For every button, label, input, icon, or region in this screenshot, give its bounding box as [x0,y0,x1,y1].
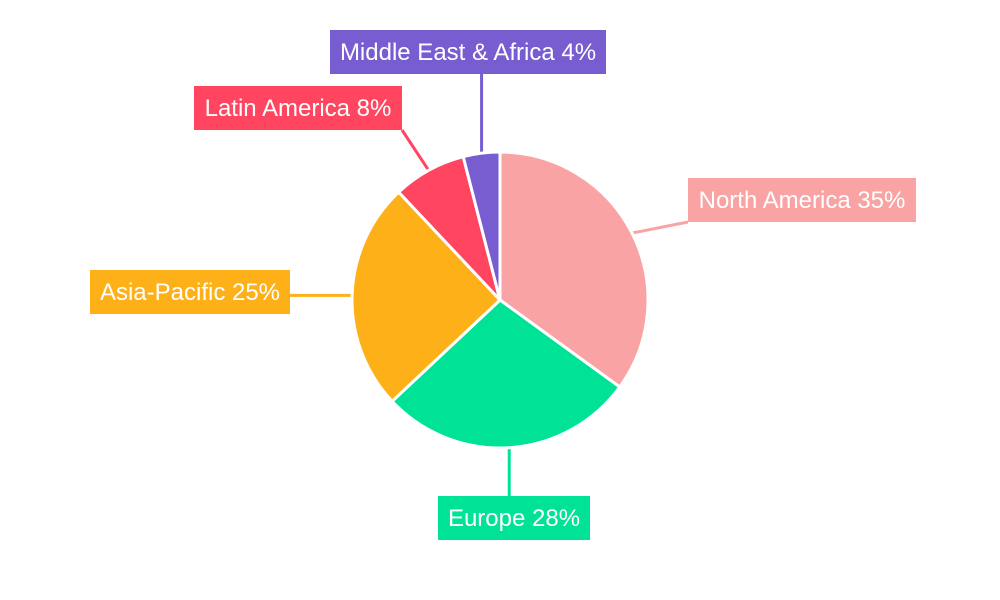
leader-lines [290,74,689,496]
label-box-asia-pacific [90,270,290,314]
slice-north-america[interactable] [498,150,650,389]
data-label-middle-east-africa: Middle East & Africa 4% [340,39,596,66]
label-box-middle-east-africa [330,30,606,74]
data-label-asia-pacific: Asia-Pacific 25% [100,279,280,306]
leader-line-latin-america [400,129,431,173]
slice-asia-pacific[interactable] [350,190,502,403]
label-box-europe [438,496,590,540]
label-box-north-america [688,178,916,222]
leader-line-north-america [630,220,689,235]
labels: North America 35% Europe 28% Asia-Pacific … [90,30,916,540]
slice-europe[interactable] [390,298,622,450]
data-label-europe: Europe 28% [448,505,580,532]
slices [350,150,650,450]
data-label-north-america: North America 35% [699,187,906,214]
label-box-latin-america [194,86,402,130]
data-label-latin-america: Latin America 8% [205,95,392,122]
slice-middle-east-africa[interactable] [461,150,502,302]
